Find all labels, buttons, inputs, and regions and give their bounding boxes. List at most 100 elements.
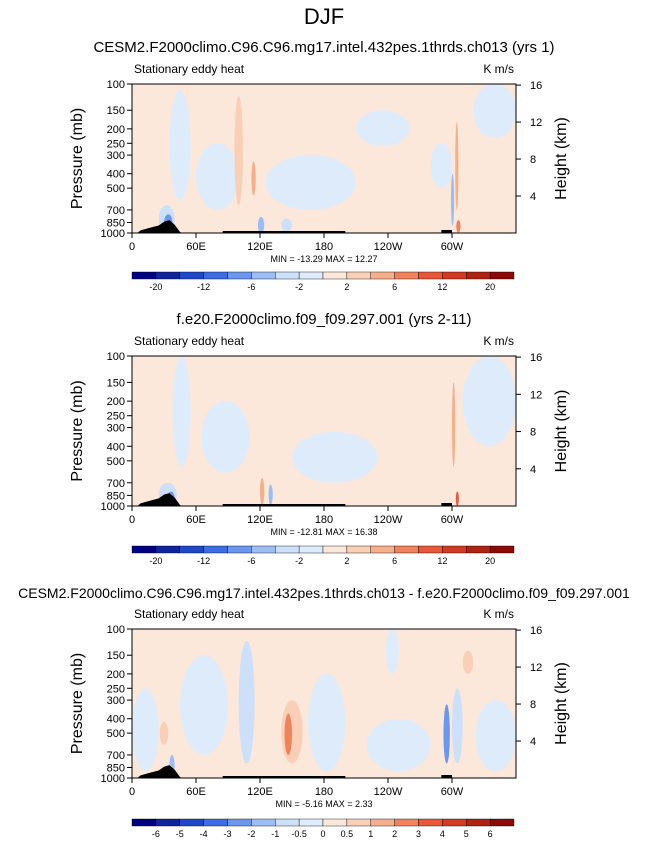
contour-region [169,90,191,200]
contour-region [452,688,463,764]
colorbar-swatch [394,271,419,280]
longitude-tick-label: 0 [129,241,135,253]
terrain-mask [222,776,346,778]
colorbar-swatch [418,545,443,554]
colorbar-swatch [179,545,204,554]
colorbar-swatch [418,818,443,827]
contour-region [281,700,303,764]
colorbar-label: 3 [416,829,421,839]
pressure-tick-label: 100 [107,624,125,636]
terrain-mask [137,493,183,506]
colorbar-swatch [227,545,252,554]
pressure-tick-label: 850 [107,217,125,229]
colorbar-label: -1 [271,829,279,839]
colorbar-swatch [131,818,157,827]
contour-region [366,718,431,772]
colorbar-label: 20 [485,282,495,292]
pressure-tick-label: 400 [107,441,125,453]
pressure-tick-label: 100 [107,351,125,363]
pressure-tick-label: 500 [107,456,125,468]
colorbar-swatch [466,545,491,554]
colorbar-swatch [227,818,252,827]
contour-region [455,491,459,506]
min-max-stats: MIN = -5.16 MAX = 2.33 [275,799,372,809]
contour-region [473,84,516,138]
colorbar-swatch [489,818,515,827]
colorbar-label: 6 [392,556,397,566]
longitude-tick-label: 180 [315,514,333,526]
colorbar-swatch [251,818,276,827]
pressure-tick-label: 500 [107,183,125,195]
height-tick-label: 8 [530,154,536,166]
colorbar-label: -3 [223,829,231,839]
pressure-tick-label: 850 [107,762,125,774]
terrain-mask [137,220,183,233]
longitude-tick-label: 0 [129,786,135,798]
contour-region [132,356,159,506]
colorbar-swatch [131,271,157,280]
longitude-tick-label: 120E [247,786,273,798]
colorbar-label: -12 [197,282,210,292]
height-tick-label: 4 [530,736,536,748]
contour-region [385,629,399,674]
colorbar-swatch [346,818,371,827]
panel-2: f.e20.F2000climo.f09_f09.297.001 (yrs 2-… [69,311,570,566]
colorbar-swatch [251,271,276,280]
height-axis-title: Height (km) [553,662,570,745]
units-label: K m/s [483,607,514,621]
terrain-mask [222,231,346,233]
contour-region [132,688,159,772]
plot-label: Stationary eddy heat [134,62,245,76]
colorbar-label: 20 [485,556,495,566]
colorbar-swatch [155,818,180,827]
contour-region [430,143,453,189]
contour-region [462,356,516,447]
colorbar-label: -0.5 [291,829,307,839]
contour-field [132,629,516,778]
contour-region [456,220,461,233]
plot-label: Stationary eddy heat [134,607,245,621]
panel-title: CESM2.F2000climo.C96.C96.mg17.intel.432p… [93,39,554,56]
pressure-axis-title: Pressure (mb) [69,380,86,481]
colorbar-swatch [346,545,371,554]
contour-region [159,721,169,745]
colorbar-swatch [489,271,515,280]
colorbar-swatch [203,545,228,554]
colorbar-swatch [442,545,467,554]
colorbar-swatch [203,271,228,280]
pressure-tick-label: 250 [107,683,125,695]
pressure-tick-label: 250 [107,411,125,423]
colorbar-label: 6 [392,282,397,292]
min-max-stats: MIN = -13.29 MAX = 12.27 [270,254,377,264]
colorbar-label: -20 [149,556,162,566]
height-tick-label: 4 [530,464,536,476]
colorbar-label: -4 [200,829,208,839]
colorbar-swatch [179,271,204,280]
colorbar-label: -12 [197,556,210,566]
longitude-tick-label: 0 [129,514,135,526]
colorbar-label: 12 [437,556,447,566]
contour-region [257,216,265,233]
longitude-tick-label: 60W [441,241,464,253]
colorbar-swatch [155,271,180,280]
colorbar-swatch [275,545,300,554]
height-axis-title: Height (km) [553,390,570,473]
contour-region [251,161,256,196]
colorbar-swatch [298,818,324,827]
pressure-axis-title: Pressure (mb) [69,653,86,754]
pressure-tick-label: 1000 [101,228,125,240]
pressure-tick-label: 700 [107,478,125,490]
pressure-axis-title: Pressure (mb) [69,108,86,209]
colorbar-label: 2 [344,282,349,292]
contour-region [238,640,255,764]
colorbar-swatch [370,545,395,554]
colorbar-label: 2 [392,829,397,839]
pressure-tick-label: 700 [107,750,125,762]
colorbar-swatch [466,818,491,827]
height-tick-label: 8 [530,427,536,439]
longitude-tick-label: 60W [441,786,464,798]
pressure-tick-label: 200 [107,124,125,136]
panel-title: f.e20.F2000climo.f09_f09.297.001 (yrs 2-… [177,311,472,328]
panel-3: CESM2.F2000climo.C96.C96.mg17.intel.432p… [18,585,630,839]
min-max-stats: MIN = -12.81 MAX = 16.38 [270,527,377,537]
